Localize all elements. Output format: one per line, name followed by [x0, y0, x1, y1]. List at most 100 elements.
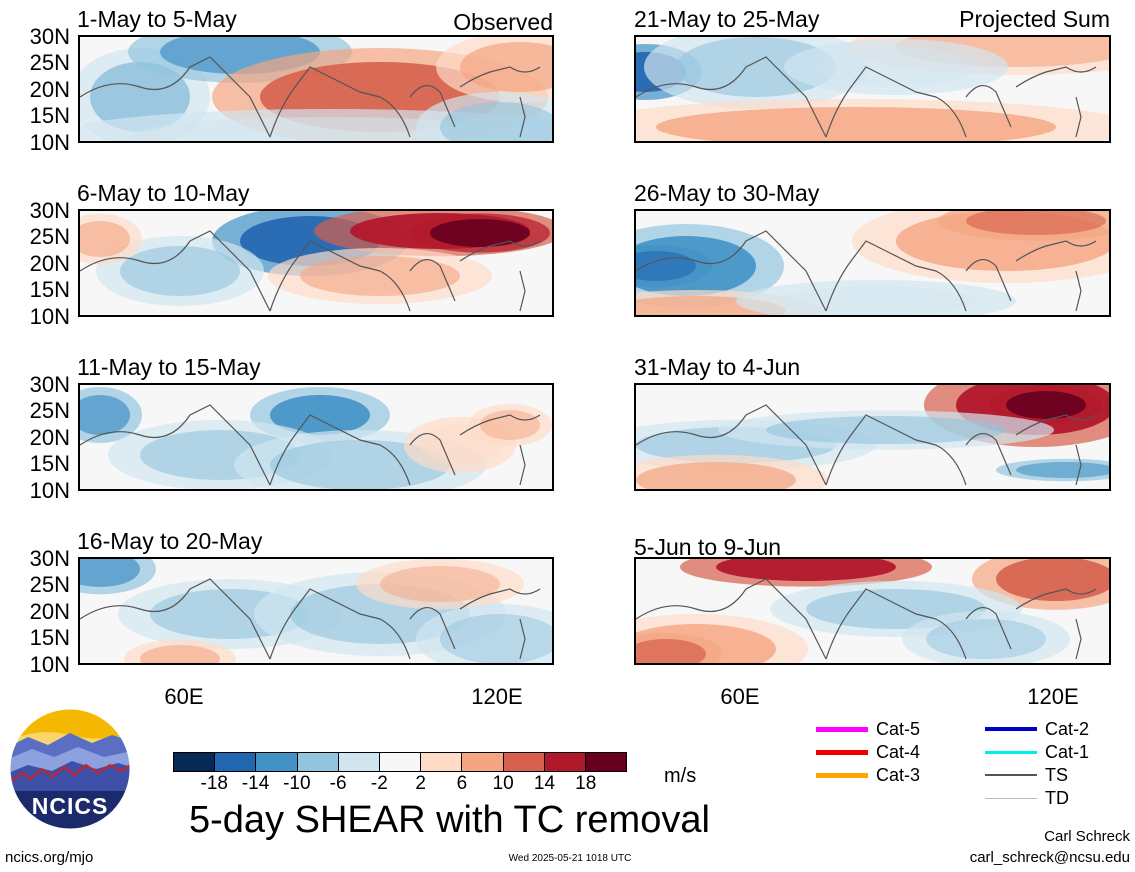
footer-author: Carl Schreck	[1044, 828, 1130, 845]
observed-tag: Observed	[453, 9, 553, 35]
legend-item: Cat-4	[816, 741, 936, 763]
lat-label: 15N	[29, 625, 70, 650]
colorbar-swatch	[462, 753, 504, 771]
shear-map-panel	[78, 209, 554, 317]
footer-email: carl_schreck@ncsu.edu	[969, 849, 1130, 866]
shear-region	[816, 47, 976, 87]
shear-region	[300, 256, 460, 296]
legend-line	[816, 773, 868, 778]
lon-label: 60E	[164, 684, 204, 709]
colorbar-swatch	[256, 753, 298, 771]
legend-item: Cat-1	[985, 741, 1105, 763]
legend-item: TS	[985, 764, 1105, 786]
legend-line	[985, 774, 1037, 776]
coastline	[636, 578, 1097, 660]
shear-map-panel	[634, 209, 1111, 317]
shear-field	[636, 385, 1109, 489]
colorbar-tick-label: 18	[575, 773, 597, 794]
shear-region	[766, 416, 1006, 444]
lat-label: 30N	[29, 372, 70, 397]
shear-field	[636, 211, 1109, 315]
shear-region	[736, 280, 1016, 315]
shear-field	[80, 37, 552, 141]
colorbar-swatches	[173, 752, 627, 772]
panel-title: 31-May to 4-Jun	[634, 354, 801, 380]
shear-field	[636, 559, 1109, 663]
shear-region	[80, 559, 140, 587]
legend-item: Cat-5	[816, 718, 936, 740]
panel-title: 21-May to 25-May	[634, 6, 820, 32]
lon-label: 120E	[471, 684, 523, 709]
shear-region	[120, 246, 240, 296]
shear-region	[966, 211, 1106, 235]
lat-label: 20N	[29, 425, 70, 450]
colorbar-tick-label: -2	[370, 773, 388, 794]
legend-item: Cat-3	[816, 764, 936, 786]
shear-region	[636, 462, 796, 489]
lat-label: 30N	[29, 24, 70, 49]
lat-label: 10N	[29, 478, 70, 503]
panel-title: 5-Jun to 9-Jun	[634, 534, 782, 560]
colorbar-tick-label: -18	[200, 773, 228, 794]
lat-label: 25N	[29, 224, 70, 249]
legend-item: Cat-2	[985, 718, 1105, 740]
lat-label: 20N	[29, 77, 70, 102]
shear-map-panel	[78, 383, 554, 491]
lat-label: 15N	[29, 103, 70, 128]
legend-label: Cat-1	[1045, 742, 1090, 762]
panel-title: 26-May to 30-May	[634, 180, 820, 206]
colorbar-swatch	[297, 753, 339, 771]
shear-field	[80, 387, 552, 489]
lat-label: 30N	[29, 546, 70, 571]
shear-region	[430, 219, 530, 247]
shear-map-panel	[634, 557, 1111, 665]
shear-region	[1006, 391, 1086, 419]
shear-field	[636, 37, 1109, 141]
lat-label: 25N	[29, 398, 70, 423]
colorbar-unit: m/s	[664, 765, 697, 787]
colorbar-swatch	[174, 753, 216, 771]
ncics-logo: NCICS	[8, 707, 132, 831]
colorbar-tick-label: -14	[241, 773, 270, 794]
legend-label: TD	[1045, 788, 1069, 808]
legend-label: Cat-3	[876, 765, 921, 785]
legend-line	[985, 727, 1037, 731]
shear-region	[80, 221, 130, 257]
lat-label: 15N	[29, 277, 70, 302]
shear-region	[676, 37, 836, 97]
colorbar-tick-label: -6	[329, 773, 347, 794]
lat-label: 10N	[29, 652, 70, 677]
shear-region	[380, 566, 500, 602]
legend-label: TS	[1045, 765, 1069, 785]
shear-region	[716, 559, 896, 581]
legend-label: Cat-2	[1045, 719, 1090, 739]
colorbar-swatch	[585, 753, 627, 771]
legend-line	[816, 727, 868, 732]
panel-title: 1-May to 5-May	[77, 6, 237, 32]
coastline	[636, 56, 1097, 138]
lat-label: 15N	[29, 451, 70, 476]
footer-timestamp: Wed 2025-05-21 1018 UTC	[508, 853, 632, 864]
shear-region	[1016, 462, 1109, 478]
colorbar-tick-label: -10	[283, 773, 311, 794]
coastline	[636, 404, 1097, 486]
footer-url: ncics.org/mjo	[5, 849, 94, 866]
logo-text: NCICS	[31, 793, 109, 819]
shear-map-panel	[634, 383, 1111, 491]
shear-region	[80, 395, 130, 435]
colorbar-swatch	[215, 753, 257, 771]
lat-label: 20N	[29, 251, 70, 276]
projected-tag: Projected Sum	[959, 6, 1110, 32]
coastline	[80, 56, 541, 138]
lat-label: 10N	[29, 304, 70, 329]
shear-region	[784, 39, 1008, 95]
lat-label: 20N	[29, 599, 70, 624]
shear-map-panel	[78, 557, 554, 665]
lat-label: 25N	[29, 572, 70, 597]
colorbar-swatch	[544, 753, 586, 771]
shear-region	[776, 286, 976, 315]
shear-region	[270, 395, 370, 435]
shear-field	[80, 559, 552, 663]
colorbar-tick-label: 14	[533, 773, 556, 794]
coastline	[80, 404, 541, 486]
